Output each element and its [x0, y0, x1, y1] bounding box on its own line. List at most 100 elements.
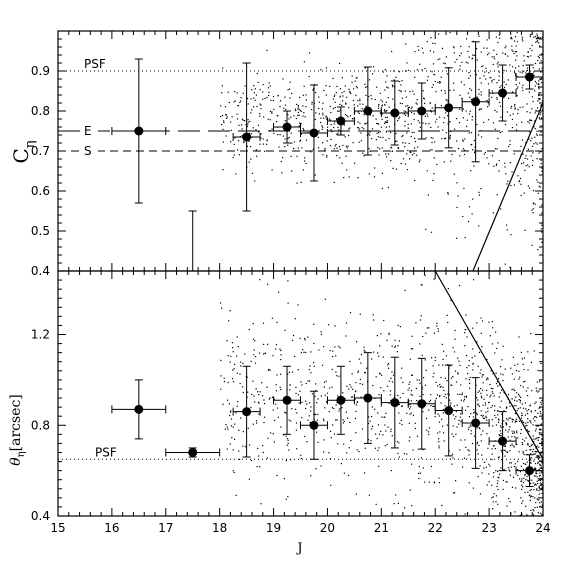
background-point: [230, 411, 232, 413]
background-point: [537, 439, 539, 441]
background-point: [335, 419, 337, 421]
background-point: [540, 231, 543, 233]
background-point: [480, 434, 482, 436]
background-point: [541, 212, 543, 214]
background-point: [520, 432, 522, 435]
background-point: [539, 380, 541, 382]
background-point: [289, 384, 291, 386]
background-point: [388, 332, 390, 334]
background-point: [411, 335, 413, 337]
background-point: [498, 396, 500, 398]
background-point: [436, 394, 439, 396]
background-point: [465, 396, 467, 398]
background-point: [417, 120, 419, 122]
background-point: [509, 64, 511, 66]
background-point: [437, 385, 439, 387]
background-point: [533, 190, 535, 192]
background-point: [520, 384, 522, 387]
background-point: [330, 112, 332, 114]
background-point: [514, 436, 516, 438]
background-point: [482, 374, 484, 376]
background-point: [502, 449, 504, 451]
background-point: [519, 399, 521, 401]
background-point: [339, 157, 341, 159]
background-point: [500, 85, 502, 87]
background-point: [352, 118, 354, 120]
background-point: [289, 81, 291, 83]
background-point: [368, 96, 370, 98]
background-point: [536, 455, 538, 457]
background-point: [537, 461, 539, 463]
background-point: [432, 63, 435, 65]
background-point: [345, 411, 347, 413]
background-point: [326, 154, 328, 157]
background-point: [438, 421, 440, 423]
background-point: [508, 402, 510, 404]
background-point: [531, 108, 533, 110]
background-point: [248, 161, 250, 163]
background-point: [384, 69, 386, 71]
x-tick-label: 20: [320, 521, 335, 535]
background-point: [530, 459, 532, 461]
background-point: [464, 396, 466, 398]
background-point: [355, 410, 357, 413]
background-point: [272, 409, 274, 411]
background-point: [466, 336, 468, 338]
background-point: [492, 501, 494, 503]
background-point: [477, 403, 479, 405]
background-point: [490, 394, 492, 396]
background-point: [534, 507, 536, 509]
background-point: [497, 66, 499, 68]
background-point: [529, 446, 531, 448]
background-point: [253, 106, 255, 108]
background-point: [497, 137, 499, 140]
background-point: [359, 383, 361, 385]
background-point: [515, 418, 517, 420]
background-point: [494, 352, 496, 354]
background-point: [390, 147, 393, 149]
background-point: [254, 88, 256, 90]
background-point: [429, 109, 432, 111]
background-point: [534, 416, 536, 418]
background-point: [402, 135, 404, 137]
background-point: [338, 129, 340, 131]
background-point: [267, 87, 270, 89]
background-point: [464, 345, 466, 347]
background-point: [434, 81, 436, 83]
background-point: [302, 94, 304, 96]
background-point: [346, 114, 348, 117]
background-point: [374, 447, 376, 449]
background-point: [511, 486, 514, 488]
background-point: [493, 472, 495, 474]
background-point: [221, 124, 223, 126]
background-point: [525, 390, 527, 392]
background-point: [538, 455, 540, 457]
background-point: [446, 424, 448, 426]
background-point: [432, 405, 434, 407]
background-point: [467, 449, 469, 451]
background-point: [322, 364, 324, 366]
background-point: [534, 450, 536, 452]
bottom-panel: PSF 15 16 17 18 19 20 21 22 23 240.40.81.2 θη[arc…: [8, 270, 551, 556]
background-point: [406, 153, 408, 155]
background-point: [407, 123, 409, 125]
background-point: [220, 116, 222, 118]
background-point: [377, 132, 380, 134]
background-point: [483, 75, 485, 77]
background-point: [539, 463, 541, 465]
background-point: [413, 118, 415, 121]
background-point: [438, 482, 441, 484]
background-point: [408, 440, 410, 442]
background-point: [540, 489, 542, 491]
background-point: [363, 349, 365, 351]
background-point: [537, 249, 539, 251]
background-point: [365, 105, 367, 107]
background-point: [425, 137, 427, 139]
background-point: [523, 162, 525, 164]
background-point: [349, 90, 351, 92]
background-point: [236, 118, 239, 120]
background-point: [476, 96, 478, 98]
background-point: [428, 327, 430, 329]
background-point: [488, 463, 490, 465]
background-point: [531, 137, 533, 139]
